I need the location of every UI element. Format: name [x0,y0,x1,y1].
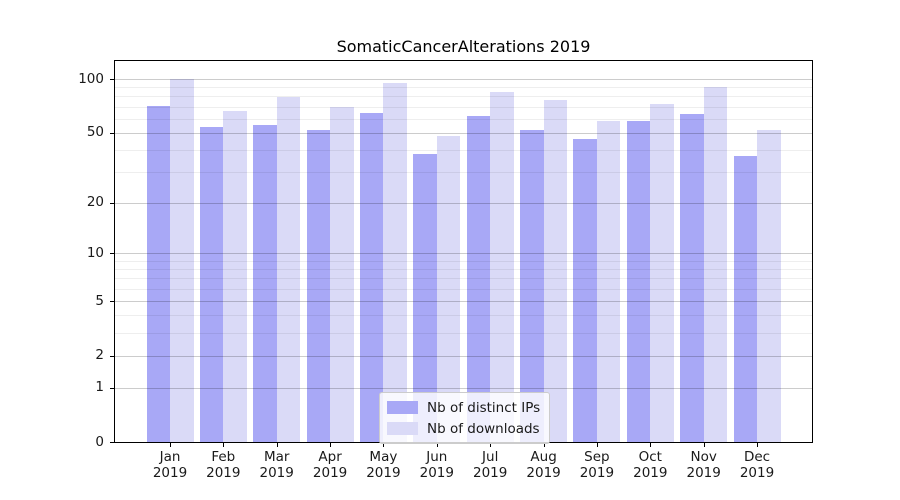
x-tick-label-apr: Apr 2019 [312,449,348,481]
bar-oct-ips [626,121,651,442]
y-tick-mark [110,202,114,204]
y-tick-mark [110,442,114,443]
bar-mar-downloads [276,97,301,442]
y-tick-label: 5 [95,292,104,309]
y-tick-label: 20 [86,194,104,210]
bar-jul-ips [466,116,491,442]
y-tick-label: 100 [78,70,104,87]
gridline-minor [115,315,812,317]
bar-aug-ips [520,129,544,442]
gridline-major [115,202,812,204]
bar-mar-ips [253,125,277,442]
gridline-minor [115,96,812,98]
gridline-major [115,301,812,303]
y-tick-label: 2 [95,347,104,364]
x-tick-label-jan: Jan 2019 [152,449,188,481]
y-tick-label: 10 [86,244,104,261]
bar-nov-downloads [703,87,728,442]
gridline-minor [115,87,812,89]
bar-jul-downloads [490,91,514,442]
bar-may-downloads [383,83,407,442]
legend: Nb of distinct IPs Nb of downloads [379,392,551,444]
x-tick-label-may: May 2019 [366,449,401,481]
gridline-minor [115,333,812,334]
bars-layer [115,61,812,442]
x-tick-mark [490,443,492,447]
x-tick-label-aug: Aug 2019 [526,449,561,481]
gridline-major [115,253,812,255]
x-tick-label-nov: Nov 2019 [686,449,721,481]
bar-oct-downloads [650,103,674,442]
gridline-minor [115,269,812,271]
x-tick-mark [330,443,332,447]
bar-jun-downloads [436,135,461,442]
gridline-minor [115,171,812,173]
y-tick-mark [110,79,114,80]
x-tick-mark [757,443,758,447]
legend-swatch-downloads [387,422,418,435]
bar-dec-downloads [757,129,781,442]
gridline-minor [115,278,812,280]
x-tick-mark [650,443,652,447]
bar-nov-ips [680,113,704,442]
y-tick-label: 0 [95,433,104,450]
x-tick-label-oct: Oct 2019 [633,449,668,481]
bar-apr-downloads [330,106,354,442]
x-tick-label-mar: Mar 2019 [259,449,294,481]
gridline-major [115,355,812,357]
x-tick-mark [703,443,705,447]
gridline-major [115,387,812,389]
bar-aug-downloads [543,100,568,442]
bar-may-ips [360,112,384,442]
x-tick-mark [276,443,278,447]
x-tick-label-jun: Jun 2019 [419,449,454,481]
y-tick-label: 1 [95,379,104,395]
bar-sep-downloads [596,121,621,442]
x-tick-label-dec: Dec 2019 [739,449,775,481]
y-tick-mark [110,301,114,303]
x-tick-mark [596,443,598,447]
y-tick-mark [110,132,114,134]
legend-item-distinct-ips: Nb of distinct IPs [387,398,540,417]
bar-jan-downloads [170,79,194,442]
x-tick-mark [383,443,385,447]
legend-label-downloads: Nb of downloads [427,420,540,437]
legend-label-distinct-ips: Nb of distinct IPs [427,399,541,416]
bar-dec-ips [733,155,757,442]
grid-layer [115,61,812,442]
legend-swatch-distinct-ips [387,401,418,414]
y-tick-mark [110,387,114,389]
x-tick-mark [543,443,545,447]
x-tick-label-sep: Sep 2019 [579,449,615,481]
bar-feb-ips [199,126,224,442]
x-tick-mark [170,443,171,447]
gridline-minor [115,118,812,120]
gridline-minor [115,260,812,262]
bar-jun-ips [413,153,437,442]
x-tick-label-feb: Feb 2019 [206,449,241,481]
y-tick-mark [110,355,114,357]
x-tick-mark [223,443,225,447]
gridline-major [115,132,812,134]
x-tick-mark [436,443,438,447]
legend-item-downloads: Nb of downloads [387,419,540,438]
gridline-minor [115,149,812,151]
gridline-minor [115,106,812,108]
bar-sep-ips [573,139,597,442]
y-tick-mark [110,253,114,255]
bar-apr-ips [306,129,331,442]
chart-title: SomaticCancerAlterations 2019 [336,37,591,56]
bar-jan-ips [146,105,170,442]
plot-area: Nb of distinct IPs Nb of downloads [114,60,813,444]
gridline-major [115,79,812,80]
bar-feb-downloads [223,111,247,442]
gridline-minor [115,289,812,290]
y-tick-label: 50 [86,124,104,141]
x-tick-label-jul: Jul 2019 [473,449,508,481]
